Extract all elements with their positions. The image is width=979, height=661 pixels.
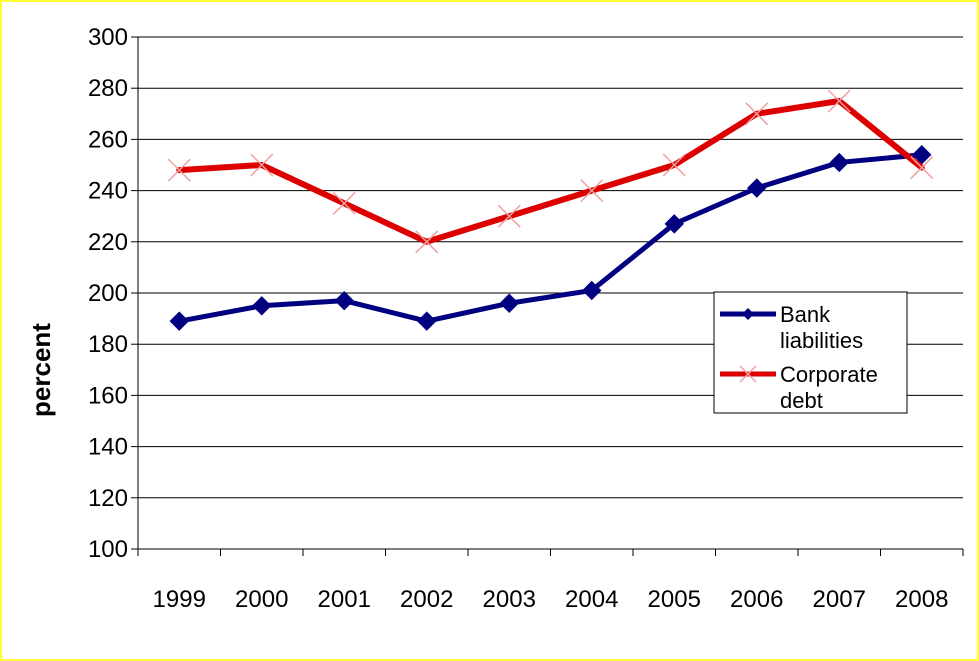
legend-label: Corporate [780, 362, 878, 387]
y-tick-label: 280 [88, 75, 128, 102]
x-tick-label: 2005 [648, 586, 701, 613]
series-bank-liabilities [169, 145, 932, 331]
data-point-marker [167, 158, 191, 182]
series-line [176, 98, 925, 245]
x-tick-label: 2000 [235, 586, 288, 613]
data-point-marker [827, 89, 851, 113]
x-tick-label: 2006 [730, 586, 783, 613]
data-point-marker [417, 311, 437, 331]
y-tick-label: 240 [88, 178, 128, 205]
y-tick-label: 160 [88, 382, 128, 409]
data-point-marker [250, 153, 274, 177]
x-tick-label: 2004 [565, 586, 618, 613]
y-tick-label: 220 [88, 229, 128, 256]
y-tick-label: 120 [88, 485, 128, 512]
legend-marker [739, 365, 757, 383]
legend-marker [742, 308, 754, 320]
data-point-marker [662, 153, 686, 177]
data-point-marker [582, 280, 602, 301]
data-point-marker [745, 102, 769, 126]
axes [131, 36, 964, 556]
series-group [167, 89, 934, 331]
data-point-marker [332, 191, 356, 215]
data-point-marker [497, 204, 521, 228]
x-tick-label: 2002 [400, 586, 453, 613]
x-tick-label: 2007 [813, 586, 866, 613]
series-line [176, 152, 925, 324]
x-tick-labels: 1999 2000 2001 2002 2003 2004 2005 2006 2007 2008 [153, 586, 949, 613]
x-tick-label: 2008 [895, 586, 948, 613]
x-tick-label: 2003 [483, 586, 536, 613]
data-point-marker [415, 230, 439, 254]
y-tick-label: 200 [88, 280, 128, 307]
legend-label: liabilities [780, 328, 863, 353]
legend-label: debt [780, 388, 823, 413]
x-tick-label: 1999 [153, 586, 206, 613]
legend-label: Bank [780, 302, 831, 327]
y-tick-label: 100 [88, 536, 128, 563]
data-point-marker [252, 296, 272, 316]
y-tick-labels: 100 120 140 160 180 200 220 240 260 280 300 [88, 24, 128, 563]
data-point-marker [910, 156, 934, 180]
data-point-marker [747, 178, 767, 198]
data-point-marker [499, 293, 519, 313]
y-tick-label: 140 [88, 434, 128, 461]
data-point-marker [829, 152, 849, 173]
data-point-marker [664, 214, 684, 234]
y-axis-label: percent [26, 323, 56, 417]
data-point-marker [169, 311, 189, 331]
gridlines [138, 36, 963, 499]
y-tick-label: 260 [88, 126, 128, 153]
series-corporate-debt [167, 89, 934, 254]
data-point-marker [334, 290, 354, 311]
x-tick-label: 2001 [318, 586, 371, 613]
data-point-marker [580, 179, 604, 203]
y-tick-label: 300 [88, 24, 128, 51]
y-tick-label: 180 [88, 331, 128, 358]
